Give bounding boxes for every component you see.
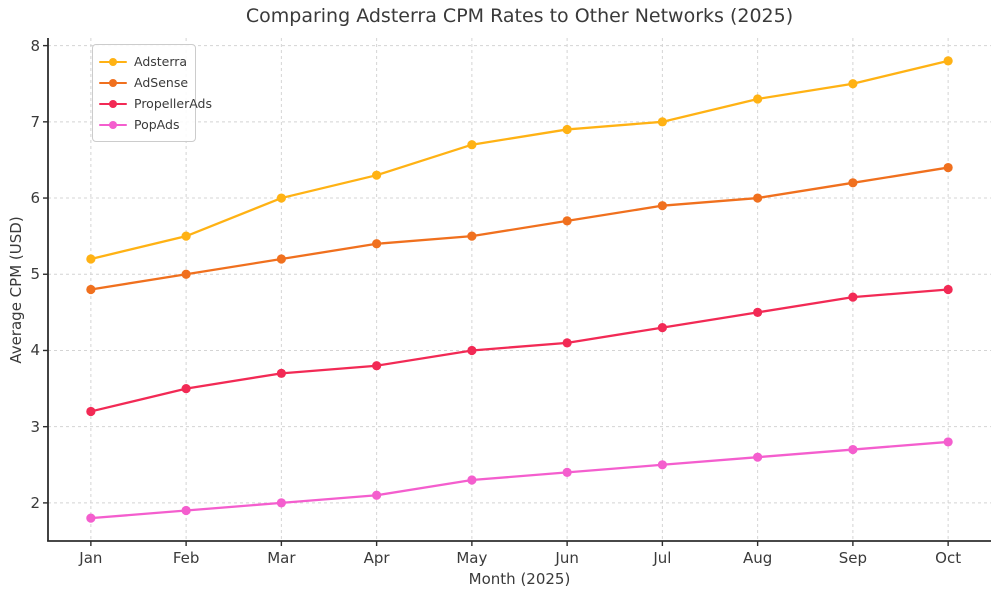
legend-label: PopAds — [134, 117, 180, 132]
legend-item-adsense: AdSense — [99, 72, 189, 93]
legend-label: AdSense — [134, 75, 189, 90]
line-marker-icon — [99, 99, 127, 109]
series-adsterra — [86, 56, 953, 264]
legend-item-propellerads: PropellerAds — [99, 93, 212, 114]
y-tick-label: 3 — [30, 417, 40, 436]
axes-spines-and-ticks — [43, 38, 991, 546]
x-tick-label: Aug — [742, 549, 773, 567]
x-tick-label: Mar — [267, 549, 296, 567]
x-tick-label: Jul — [653, 549, 672, 567]
gridlines — [48, 38, 991, 541]
y-tick-label: 8 — [30, 36, 40, 55]
legend-item-popads: PopAds — [99, 114, 187, 135]
y-tick-label: 2 — [30, 493, 40, 512]
x-tick-label: May — [456, 549, 488, 567]
y-axis-title: Average CPM (USD) — [7, 216, 25, 364]
x-tick-label: Jun — [555, 549, 579, 567]
x-tick-label: Oct — [935, 549, 962, 567]
x-tick-label: Sep — [838, 549, 868, 567]
legend-label: PropellerAds — [134, 96, 213, 111]
x-axis-title: Month (2025) — [468, 570, 571, 588]
legend-label: Adsterra — [134, 54, 188, 69]
legend: Adsterra AdSense PropellerAds PopAds — [92, 44, 212, 142]
series-adsense — [86, 162, 953, 295]
y-tick-label: 4 — [30, 341, 40, 360]
x-tick-label: Feb — [172, 549, 200, 567]
legend-item-adsterra: Adsterra — [99, 51, 187, 72]
series-popads — [86, 437, 953, 523]
data-series-lines — [86, 56, 953, 523]
chart-title: Comparing Adsterra CPM Rates to Other Ne… — [245, 5, 794, 27]
line-marker-icon — [99, 57, 127, 67]
line-marker-icon — [99, 120, 127, 130]
series-propellerads — [86, 284, 953, 417]
x-tick-label: Apr — [363, 549, 390, 567]
line-marker-icon — [99, 78, 127, 88]
x-tick-label: Jan — [79, 549, 103, 567]
y-tick-label: 6 — [30, 189, 40, 208]
y-tick-label: 5 — [30, 265, 40, 284]
y-tick-label: 7 — [30, 112, 40, 131]
